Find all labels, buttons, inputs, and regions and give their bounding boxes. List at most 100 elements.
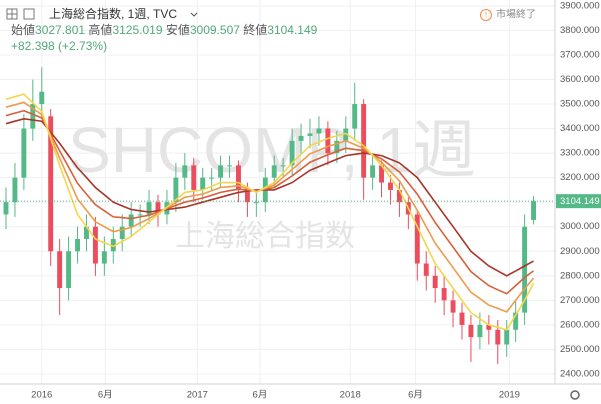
candle-body: [343, 128, 349, 141]
candle-body: [450, 300, 456, 313]
candle-body: [155, 202, 161, 215]
y-tick-label: 2700.000: [560, 295, 600, 306]
status-icon[interactable]: [480, 9, 492, 21]
watermark-name: 上海総合指数: [175, 220, 355, 253]
x-tick-label: 6月: [408, 390, 423, 401]
symbol[interactable]: 上海総合指数, 1週, TVC: [49, 6, 177, 21]
candle-body: [432, 275, 438, 289]
candle-body: [334, 140, 340, 154]
x-tick-label: 2019: [499, 390, 520, 401]
candle-body: [39, 91, 45, 105]
y-tick-label: 3700.000: [560, 49, 600, 60]
candle-body: [92, 226, 98, 264]
candle-body: [218, 165, 224, 178]
candle-body: [191, 165, 197, 190]
candle-body: [504, 329, 510, 345]
candle-body: [137, 214, 143, 216]
value: 3125.019: [112, 23, 162, 37]
candle-body: [477, 324, 483, 338]
candle-body: [66, 251, 72, 289]
candle-body: [110, 238, 116, 252]
candle-body: [396, 189, 402, 203]
candle-body: [119, 226, 125, 239]
candle-body: [253, 202, 259, 204]
candle-body: [441, 288, 447, 301]
candle-body: [379, 165, 384, 183]
moving-average: [5, 117, 534, 277]
settings-icon[interactable]: [570, 390, 580, 400]
candle-body: [513, 312, 519, 330]
candle-body: [370, 165, 376, 178]
y-tick-label: 3200.000: [560, 172, 600, 183]
candle-body: [173, 177, 179, 203]
y-tick-label: 2400.000: [560, 368, 600, 379]
icon: [7, 9, 17, 19]
candle-body: [388, 182, 393, 190]
candle-body: [101, 251, 107, 264]
candle-body: [271, 165, 277, 178]
price-axis: [555, 0, 601, 384]
plot: [0, 67, 555, 365]
candle-body: [200, 177, 206, 190]
y-tick-label: 3900.000: [560, 0, 600, 11]
moving-average: [5, 93, 535, 331]
candle-body: [423, 263, 429, 276]
y-tick-label: 3300.000: [560, 148, 600, 159]
watermark: SHCOMP, 1週 上海総合指数: [68, 114, 476, 253]
y-tick-label: 2600.000: [560, 319, 600, 330]
candle-body: [459, 312, 465, 325]
y-tick-label: 3600.000: [560, 74, 600, 85]
change: +82.398 (+2.73%): [11, 39, 107, 53]
candle-body: [182, 165, 188, 178]
label: 始値: [11, 22, 35, 37]
candle-body: [236, 165, 241, 190]
candle-body: [244, 189, 250, 203]
x-tick-label: 6月: [253, 390, 268, 401]
candle-body: [57, 251, 63, 289]
time-axis: [0, 384, 601, 404]
y-tick-label: 2900.000: [560, 246, 600, 257]
candle-body: [298, 135, 304, 141]
candle-body: [414, 214, 420, 264]
ohlc: 始値3027.801 高値3125.019 安値3009.507 終値3104.…: [11, 22, 318, 37]
x-tick-label: 6月: [98, 390, 113, 401]
x-tick-label: 2016: [31, 390, 52, 401]
moving-average: [5, 101, 535, 313]
candle-body: [495, 329, 501, 345]
candle-body: [48, 116, 54, 252]
candle-body: [21, 128, 27, 178]
y-tick-label: 3500.000: [560, 99, 600, 110]
candle-body: [468, 324, 474, 338]
candle-body: [84, 226, 89, 239]
label: 高値: [88, 22, 112, 37]
candle-body: [361, 104, 367, 178]
x-tick-label: 2017: [187, 390, 208, 401]
last-price-box: [556, 194, 601, 209]
y-tick-label: 2800.000: [560, 270, 600, 281]
candle-body: [352, 104, 358, 129]
last-price-label: 3104.149: [560, 196, 600, 207]
status-icon-mark: !: [485, 11, 487, 20]
axes: 2400.000 2500.000 2600.000 2700.000 2800.000…: [31, 0, 601, 401]
status: 市場終了: [496, 8, 536, 21]
y-tick-label: 3400.000: [560, 123, 600, 134]
y-tick-label: 2500.000: [560, 344, 600, 355]
candle-body: [146, 202, 152, 215]
candle-body: [316, 128, 322, 134]
candle-body: [486, 324, 492, 330]
icon[interactable]: [23, 8, 35, 20]
value: 3104.149: [267, 23, 317, 37]
candle-body: [307, 133, 313, 136]
chevron[interactable]: [190, 12, 198, 17]
value: 3027.801: [35, 23, 85, 37]
candle-body: [280, 165, 286, 167]
candle-body: [128, 214, 134, 227]
x-tick-label: 2018: [340, 390, 361, 401]
header: 上海総合指数, 1週, TVC 始値3027.801 高値3125.019 安値…: [6, 6, 536, 53]
candle-body: [325, 128, 331, 154]
candle-body: [531, 201, 536, 220]
candle-body: [209, 177, 215, 179]
value: 3009.507: [190, 23, 240, 37]
moving-average: [5, 109, 534, 295]
